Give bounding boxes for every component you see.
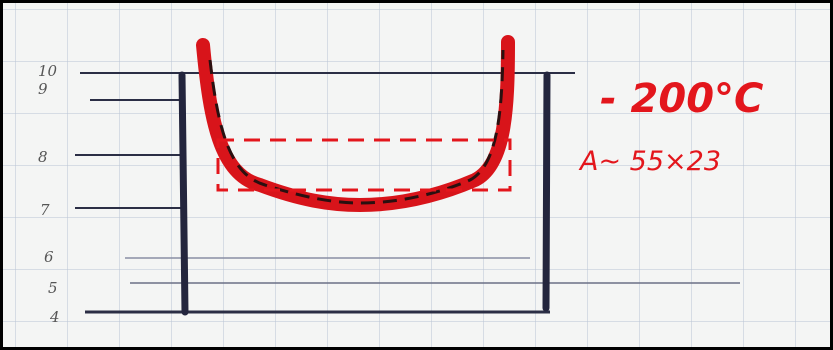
scale-label: 5 <box>48 279 58 297</box>
temperature-note: - 200°C <box>600 76 763 122</box>
scale-label: 9 <box>38 80 48 98</box>
scale-label: 7 <box>40 201 50 219</box>
scale-label: 6 <box>44 248 54 266</box>
scale-label: 4 <box>49 308 60 326</box>
scale-label: 10 <box>38 62 58 80</box>
page: 10 9 8 7 6 5 4 - 200°C A~ 55×23 (() => {… <box>0 0 833 350</box>
scale-label: 8 <box>38 148 48 166</box>
area-note: A~ 55×23 <box>578 146 721 177</box>
sketch: 10 9 8 7 6 5 4 - 200°C A~ 55×23 <box>0 0 833 350</box>
